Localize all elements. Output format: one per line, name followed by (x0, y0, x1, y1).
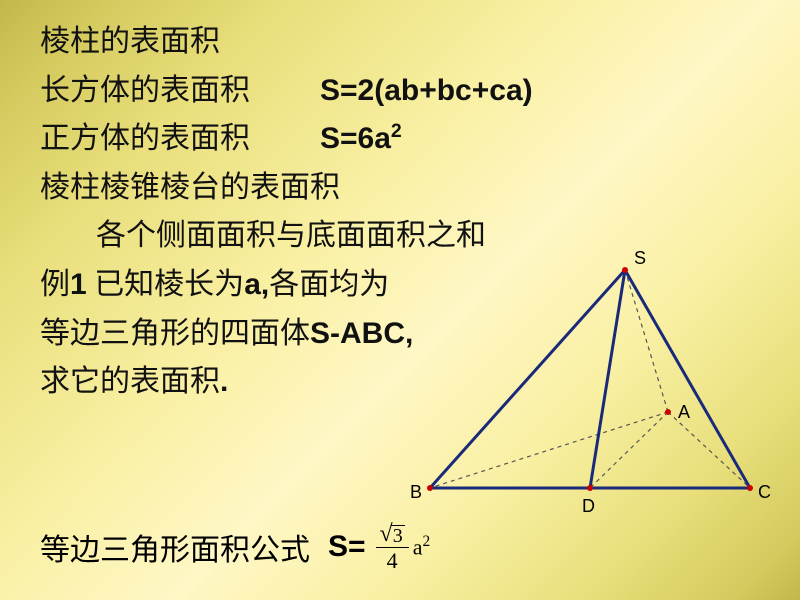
cube-formula: S=6a2 (320, 115, 402, 164)
cube-formula-sup: 2 (391, 120, 402, 142)
ex-text-2: 各面均为 (269, 268, 389, 301)
ex-var-a: a, (244, 268, 269, 301)
vertex-C (747, 485, 753, 491)
sqrt: √ 3 (380, 522, 405, 546)
fraction-numerator: √ 3 (376, 522, 409, 548)
cube-label: 正方体的表面积 (40, 115, 320, 164)
ex-period: . (220, 365, 228, 398)
ex-label-cn: 例 (40, 268, 70, 301)
vertex-A (665, 409, 671, 415)
line-cuboid: 长方体的表面积 S=2(ab+bc+ca) (40, 67, 760, 116)
line-general-prism: 棱柱棱锥棱台的表面积 (40, 164, 760, 213)
vertex-label-S: S (634, 248, 646, 268)
vertex-S (622, 267, 628, 273)
fraction: √ 3 4 (376, 522, 409, 572)
line-prism-surface: 棱柱的表面积 (40, 18, 760, 67)
vertex-label-B: B (410, 482, 422, 502)
sqrt-body: 3 (391, 525, 405, 546)
line-cube: 正方体的表面积 S=6a2 (40, 115, 760, 164)
a-sup: 2 (422, 533, 430, 550)
vertex-label-A: A (678, 402, 690, 422)
cube-formula-base: S=6a (320, 122, 391, 155)
solid-edges-group (430, 270, 750, 488)
ex-text-1: 已知棱长为 (87, 268, 245, 301)
tetrahedron-diagram: S B C A D (400, 240, 780, 560)
cuboid-formula: S=2(ab+bc+ca) (320, 67, 533, 116)
vertex-label-C: C (758, 482, 771, 502)
vertex-B (427, 485, 433, 491)
vertex-points-group (427, 267, 753, 491)
cuboid-label: 长方体的表面积 (40, 67, 320, 116)
dashed-edges-group (430, 270, 750, 488)
a-base: a (413, 535, 423, 560)
equilateral-area-formula: 等边三角形面积公式 S= √ 3 4 a2 (40, 522, 430, 572)
ex-number: 1 (70, 268, 87, 301)
ex-sabc: S-ABC, (310, 317, 413, 350)
vertex-D (587, 485, 593, 491)
formula-S-equals: S= (328, 530, 366, 564)
fraction-denominator: 4 (387, 548, 398, 572)
a-squared: a2 (413, 533, 430, 560)
ex-text-3: 等边三角形的四面体 (40, 317, 310, 350)
formula-label: 等边三角形面积公式 (40, 525, 310, 569)
vertex-label-D: D (582, 496, 595, 516)
fraction-wrap: √ 3 4 a2 (376, 522, 431, 572)
ex-text-4: 求它的表面积 (40, 365, 220, 398)
tetrahedron-svg: S B C A D (400, 240, 780, 560)
